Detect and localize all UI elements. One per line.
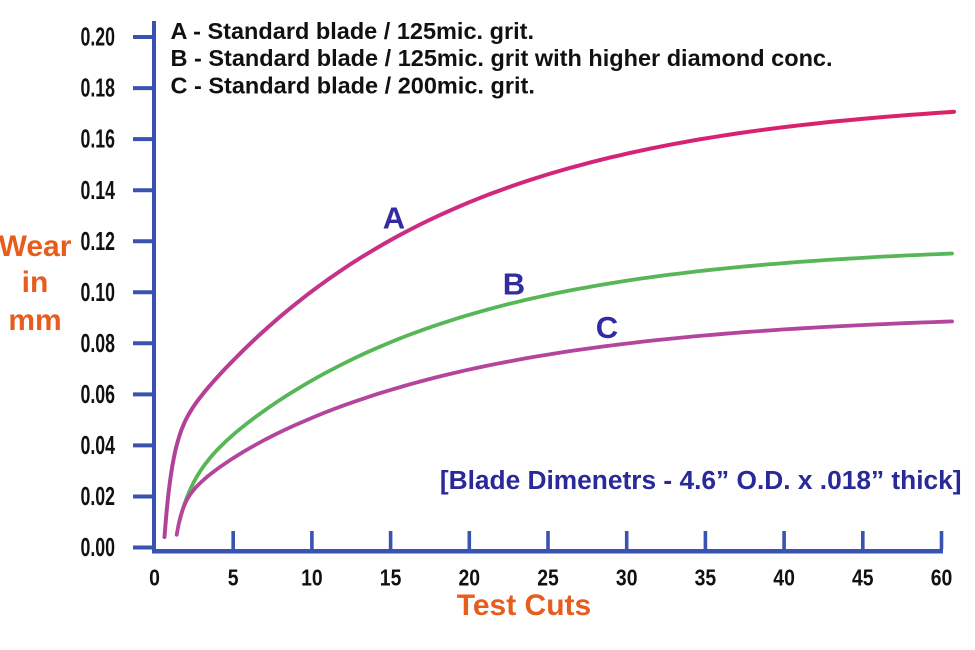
svg-text:A: A [383, 201, 405, 236]
svg-text:25: 25 [537, 565, 559, 591]
svg-text:[Blade Dimenetrs - 4.6” O.D. x: [Blade Dimenetrs - 4.6” O.D. x .018” thi… [440, 465, 962, 495]
svg-text:45: 45 [852, 565, 874, 591]
svg-text:10: 10 [301, 565, 323, 591]
svg-text:0.16: 0.16 [81, 124, 116, 154]
svg-text:Test Cuts: Test Cuts [457, 589, 591, 622]
svg-text:0: 0 [149, 565, 160, 591]
svg-text:0.08: 0.08 [81, 328, 116, 358]
svg-text:B - Standard blade / 125mic. g: B - Standard blade / 125mic. grit with h… [171, 45, 833, 71]
svg-text:60: 60 [931, 565, 953, 591]
svg-text:15: 15 [380, 565, 402, 591]
svg-text:0.20: 0.20 [81, 22, 116, 52]
svg-text:0.18: 0.18 [81, 73, 116, 103]
svg-text:0.12: 0.12 [81, 226, 116, 256]
svg-text:30: 30 [616, 565, 638, 591]
svg-text:35: 35 [695, 565, 717, 591]
svg-text:0.10: 0.10 [81, 277, 116, 307]
svg-text:in: in [22, 266, 49, 299]
svg-text:B: B [503, 267, 525, 302]
svg-text:20: 20 [459, 565, 481, 591]
svg-text:C: C [596, 310, 618, 345]
svg-text:0.04: 0.04 [81, 430, 116, 460]
svg-text:C - Standard blade / 200mic. g: C - Standard blade / 200mic. grit. [171, 72, 535, 98]
svg-text:Wear: Wear [0, 230, 72, 263]
svg-text:0.06: 0.06 [81, 379, 116, 409]
svg-text:0.00: 0.00 [81, 532, 116, 562]
svg-text:A - Standard blade / 125mic. g: A - Standard blade / 125mic. grit. [171, 18, 534, 44]
svg-text:mm: mm [8, 304, 61, 337]
svg-text:0.14: 0.14 [81, 175, 116, 205]
svg-text:5: 5 [228, 565, 239, 591]
svg-text:0.02: 0.02 [81, 481, 116, 511]
svg-text:40: 40 [773, 565, 795, 591]
